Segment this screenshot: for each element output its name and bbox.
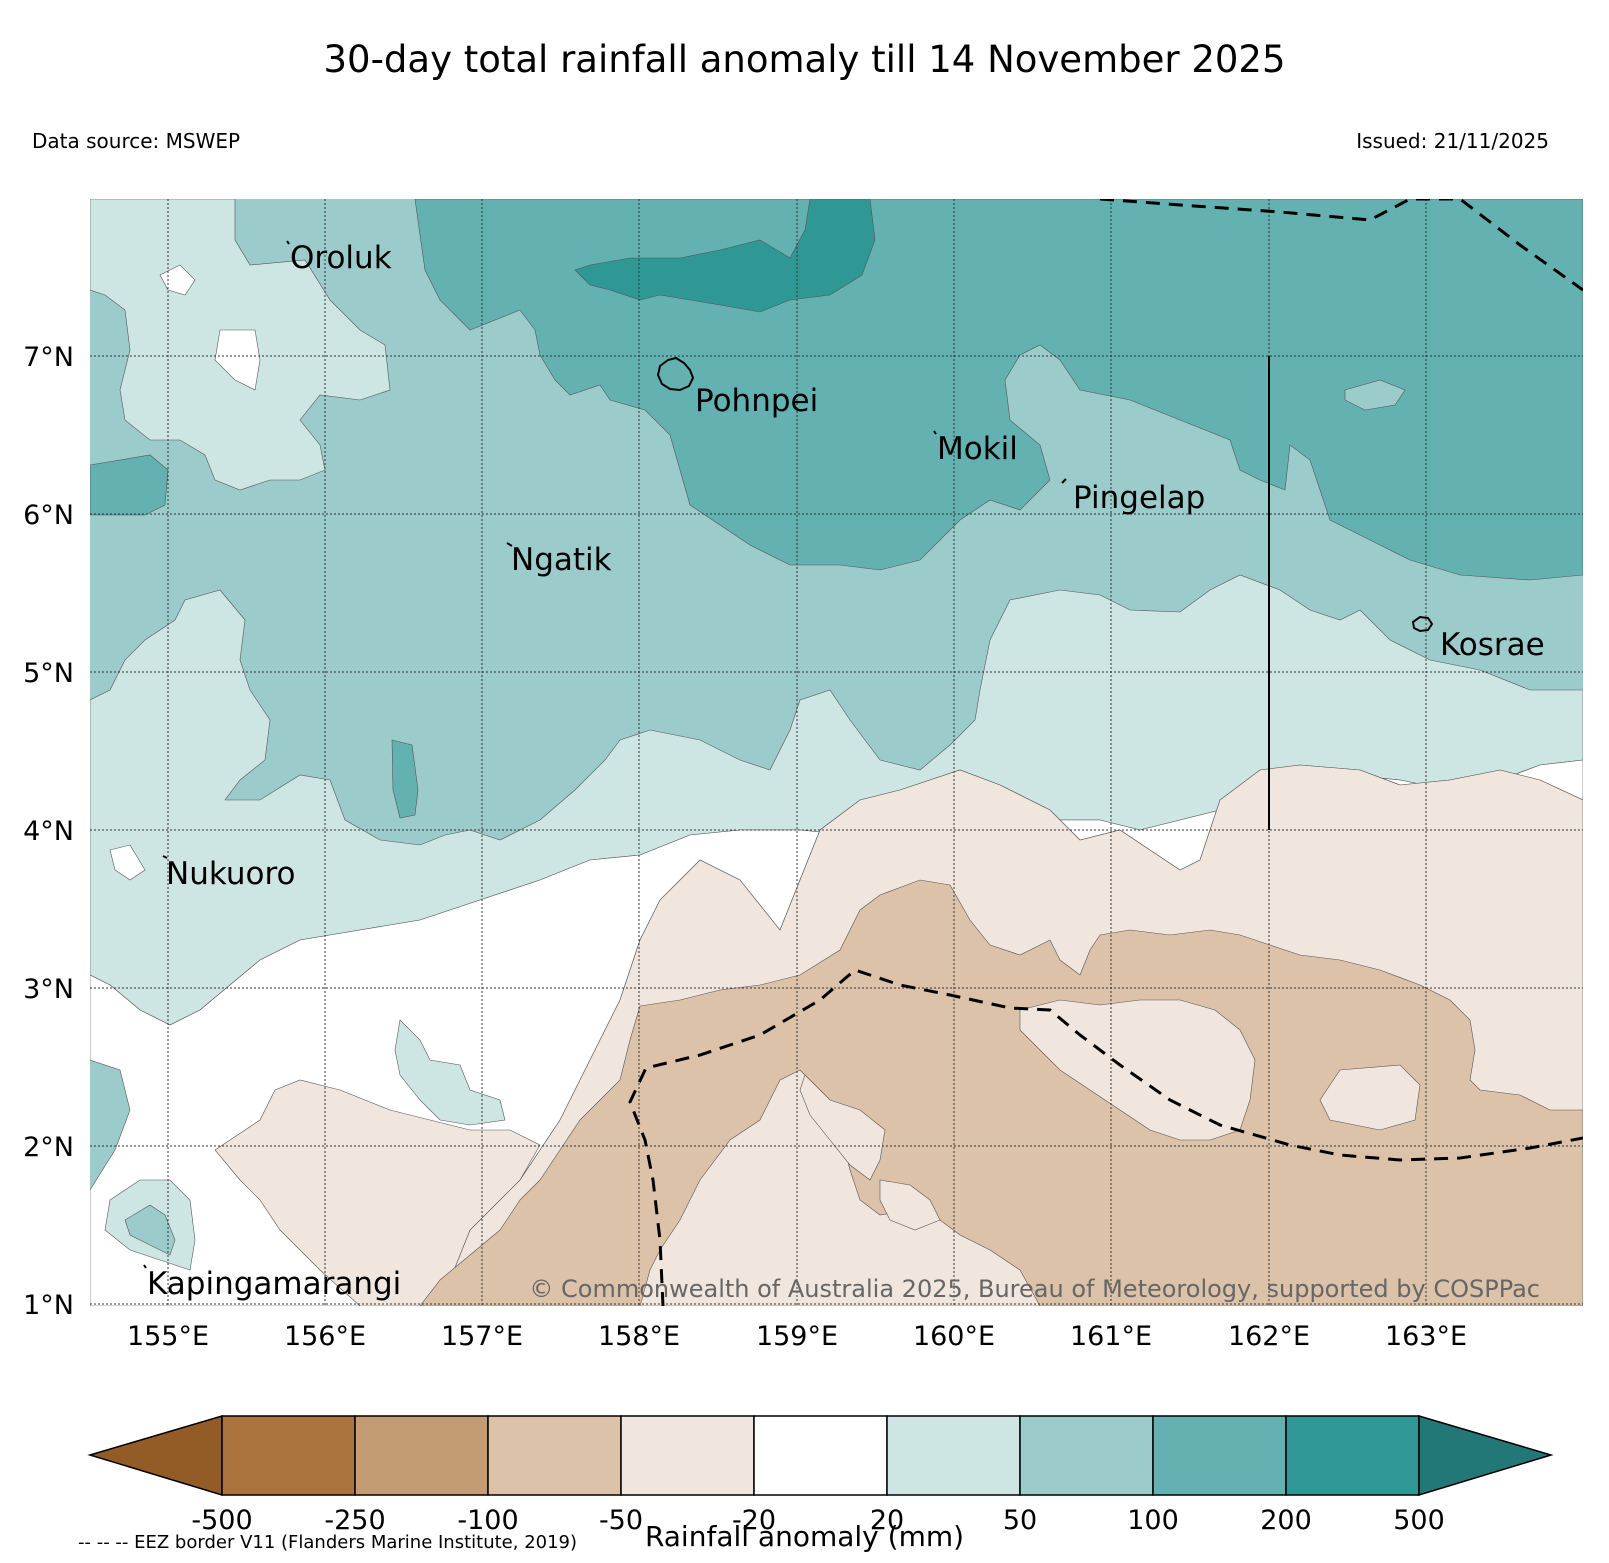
colorbar-extend-low	[87, 1414, 223, 1497]
pohnpei-island-outline	[656, 356, 695, 392]
colorbar-label-100: 100	[1127, 1505, 1179, 1536]
anomaly-fill-minus20-inner3	[799, 1074, 886, 1181]
colorbar-label-minus100: -100	[457, 1505, 518, 1536]
lon-tick-163e: 163°E	[1385, 1321, 1467, 1352]
colorbar-bin-minus20-20	[753, 1415, 888, 1496]
anomaly-fill-neutral-patch-west	[214, 329, 261, 391]
lat-tick-1n: 1°N	[23, 1290, 74, 1321]
lat-tick-3n: 3°N	[23, 974, 74, 1005]
eez-border-south	[628, 968, 1583, 1306]
anomaly-fill-minus20-inner4	[879, 1179, 941, 1231]
place-label-mokil: Mokil	[937, 431, 1018, 467]
colorbar-bin-minus50-minus20	[620, 1415, 755, 1496]
place-labels: Oroluk Pohnpei Mokil Pingelap Ngatik Kos…	[147, 240, 1545, 1302]
eez-border-north	[1099, 199, 1583, 292]
colorbar-bin-minus250-minus100	[354, 1415, 489, 1496]
anomaly-fill-200-500	[574, 199, 876, 313]
data-source-label: Data source: MSWEP	[32, 129, 241, 153]
place-label-ngatik: Ngatik	[511, 542, 612, 578]
place-label-oroluk: Oroluk	[290, 240, 392, 276]
colorbar-label-minus20: -20	[732, 1505, 776, 1536]
copyright-notice: © Commonwealth of Australia 2025, Bureau…	[529, 1275, 1540, 1303]
colorbar-bin-minus500-minus250	[221, 1415, 356, 1496]
kapingamarangi-island-outline	[143, 1264, 147, 1269]
colorbar	[87, 1414, 1554, 1497]
colorbar-bin-100-200	[1152, 1415, 1287, 1496]
colorbar-labels: -500 -250 -100 -50 -20 20 50 100 200 500	[191, 1505, 1444, 1536]
anomaly-fill-100-200-patch3	[391, 739, 419, 819]
colorbar-bin-50-100	[1019, 1415, 1154, 1496]
issued-date-label: Issued: 21/11/2025	[1356, 129, 1549, 153]
lon-tick-162e: 162°E	[1228, 1321, 1310, 1352]
colorbar-label-500: 500	[1393, 1505, 1445, 1536]
anomaly-fill-20-50-south-patch	[394, 1019, 506, 1126]
lat-tick-6n: 6°N	[23, 500, 74, 531]
colorbar-title: Rainfall anomaly (mm)	[644, 1520, 965, 1553]
place-label-pohnpei: Pohnpei	[695, 383, 818, 419]
colorbar-bin-200-500	[1285, 1415, 1420, 1496]
place-label-nukuoro: Nukuoro	[166, 856, 295, 892]
anomaly-fill-minus50-minus100	[419, 879, 1583, 1306]
eez-border	[628, 199, 1583, 1306]
colorbar-label-minus500: -500	[191, 1505, 252, 1536]
colorbar-label-200: 200	[1260, 1505, 1312, 1536]
anomaly-fill-minus20-inner2	[1319, 1064, 1421, 1131]
lat-tick-labels: 7°N 6°N 5°N 4°N 3°N 2°N 1°N	[23, 342, 74, 1321]
lon-tick-161e: 161°E	[1070, 1321, 1152, 1352]
lon-tick-155e: 155°E	[127, 1321, 209, 1352]
colorbar-extend-high	[1418, 1414, 1554, 1497]
colorbar-bin-minus100-minus50	[487, 1415, 622, 1496]
anomaly-field	[90, 199, 1583, 1306]
place-label-kosrae: Kosrae	[1440, 627, 1545, 663]
mokil-island-outline	[933, 430, 937, 435]
lon-tick-159e: 159°E	[756, 1321, 838, 1352]
pingelap-island-outline	[1061, 478, 1067, 484]
anomaly-fill-neutral-patch-nw	[159, 264, 196, 296]
lon-tick-160e: 160°E	[913, 1321, 995, 1352]
lat-tick-7n: 7°N	[23, 342, 74, 373]
colorbar-bin-20-50	[886, 1415, 1021, 1496]
anomaly-fill-minus20-minus50-west	[214, 1079, 541, 1306]
kosrae-island-outline	[1411, 615, 1434, 633]
ngatik-island-outline	[506, 542, 513, 547]
lat-tick-2n: 2°N	[23, 1132, 74, 1163]
anomaly-fill-50-100-sw-patch	[124, 1204, 176, 1256]
anomaly-fill-100-200-ne-blob	[1344, 379, 1406, 411]
anomaly-fill-100-200-patch	[90, 454, 169, 516]
lon-tick-labels: 155°E 156°E 157°E 158°E 159°E 160°E 161°…	[127, 1321, 1467, 1352]
lon-tick-157e: 157°E	[441, 1321, 523, 1352]
island-outlines	[143, 240, 1434, 1269]
colorbar-label-minus50: -50	[599, 1505, 643, 1536]
oroluk-island-outline	[286, 240, 290, 245]
lon-tick-158e: 158°E	[598, 1321, 680, 1352]
colorbar-label-minus250: -250	[324, 1505, 385, 1536]
nukuoro-island-outline	[162, 855, 168, 859]
anomaly-fill-neutral-patch-sw	[109, 844, 146, 881]
place-label-pingelap: Pingelap	[1073, 480, 1205, 516]
lat-tick-5n: 5°N	[23, 658, 74, 689]
colorbar-label-20: 20	[870, 1505, 904, 1536]
lon-tick-156e: 156°E	[284, 1321, 366, 1352]
eez-border-legend-note: -- -- -- EEZ border V11 (Flanders Marine…	[78, 1532, 578, 1553]
map-title: 30-day total rainfall anomaly till 14 No…	[323, 38, 1286, 81]
place-label-kapingamarangi: Kapingamarangi	[147, 1266, 401, 1302]
lat-tick-4n: 4°N	[23, 816, 74, 847]
colorbar-label-50: 50	[1003, 1505, 1037, 1536]
